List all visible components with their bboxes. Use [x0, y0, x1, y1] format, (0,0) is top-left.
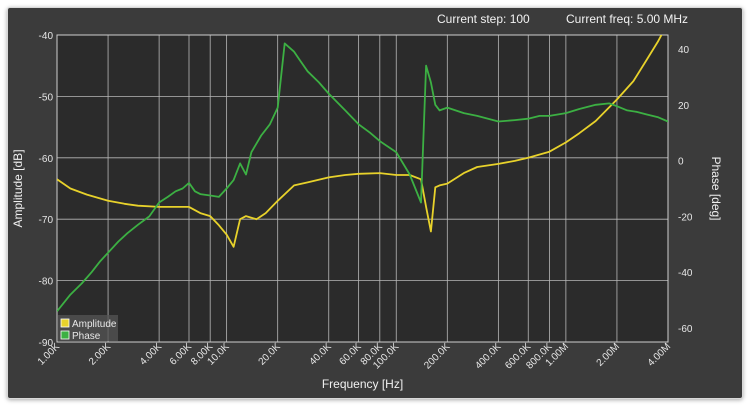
x-tick-label: 2.00M — [595, 341, 622, 368]
y-left-axis-title: Amplitude [dB] — [11, 149, 25, 227]
x-tick-label: 40.0K — [308, 341, 334, 367]
plot-border — [56, 34, 669, 343]
y-right-tick-label: -20 — [678, 212, 693, 223]
legend-label-amplitude: Amplitude — [72, 319, 117, 330]
y-right-tick-label: -40 — [678, 268, 693, 279]
x-tick-label: 4.00M — [646, 341, 673, 368]
y-right-axis-title: Phase [deg] — [709, 156, 723, 220]
current-freq-label: Current freq: 5.00 MHz — [566, 12, 689, 26]
legend-label-phase: Phase — [72, 331, 101, 342]
series-amplitude-line — [57, 35, 663, 248]
y-left-tick-label: -50 — [39, 92, 54, 103]
x-tick-label: 2.00K — [87, 341, 113, 367]
plot-area — [57, 35, 668, 342]
y-left-tick-label: -70 — [39, 215, 54, 226]
x-tick-label: 6.00K — [168, 341, 194, 367]
y-left-tick-label: -80 — [39, 277, 54, 288]
x-tick-label: 400.0K — [473, 341, 503, 371]
x-tick-label: 60.0K — [337, 341, 363, 367]
y-left-tick-label: -40 — [39, 31, 54, 42]
x-tick-label: 4.00K — [138, 341, 164, 367]
x-tick-label: 200.0K — [422, 341, 452, 371]
x-tick-label: 20.0K — [257, 341, 283, 367]
y-right-tick-label: -60 — [678, 324, 693, 335]
series-phase-line — [57, 42, 668, 312]
grid — [56, 34, 669, 343]
y-left-tick-label: -60 — [39, 154, 54, 165]
y-right-tick-label: 40 — [678, 45, 690, 56]
y-right-tick-label: 20 — [678, 101, 690, 112]
current-step-label: Current step: 100 — [437, 12, 530, 26]
y-right-tick-label: 0 — [678, 157, 684, 168]
legend-swatch-phase — [60, 330, 70, 340]
legend-swatch-amplitude — [60, 318, 70, 328]
y-left-tick-label: -90 — [39, 338, 54, 349]
x-axis-title: Frequency [Hz] — [322, 377, 403, 391]
